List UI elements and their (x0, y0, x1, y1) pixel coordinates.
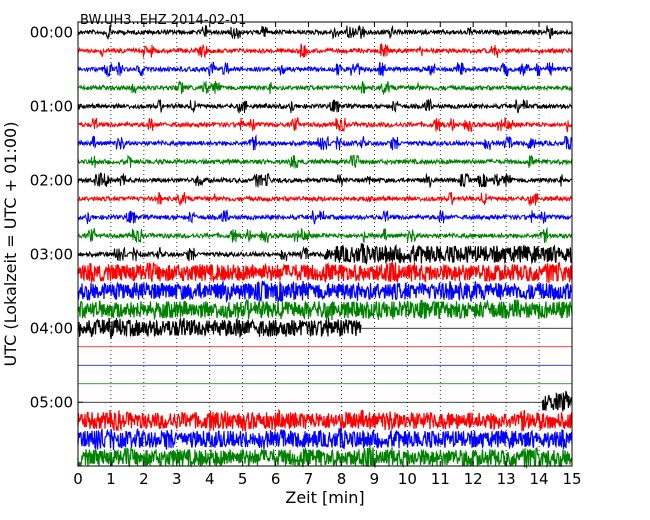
trace-segment (77, 191, 573, 206)
trace-row-0545 (77, 446, 573, 469)
trace-segment (77, 42, 573, 59)
trace-segment (77, 208, 573, 225)
trace-segment (334, 242, 573, 265)
y-axis-label: UTC (Lokalzeit = UTC + 01:00) (1, 122, 20, 367)
trace-segment (77, 154, 573, 169)
trace-row-0315 (77, 261, 573, 284)
trace-segment (77, 226, 573, 244)
x-tick-label: 1 (106, 470, 116, 488)
x-tick-label: 2 (139, 470, 149, 488)
x-tick-label: 3 (172, 470, 182, 488)
traces (77, 24, 573, 469)
trace-segment (77, 261, 573, 284)
trace-segment (77, 427, 573, 450)
y-tick-label: 04:00 (30, 319, 73, 337)
y-tick-label: 01:00 (30, 97, 73, 115)
trace-segment (77, 280, 573, 304)
trace-row-0530 (77, 427, 573, 450)
x-tick-label: 7 (304, 470, 314, 488)
trace-row-0330 (77, 280, 573, 304)
ticks: 0 1 2 3 4 5 6 7 8 9 10 11 12 13 14 1500:0001:0002:0003:… (30, 22, 582, 488)
trace-row-0215 (77, 191, 573, 206)
x-tick-label: 10 (398, 470, 417, 488)
trace-row-0115 (77, 116, 573, 133)
x-axis-label: Zeit [min] (285, 488, 364, 507)
x-tick-label: 6 (271, 470, 281, 488)
trace-row-0245 (77, 226, 573, 244)
trace-segment (77, 116, 573, 133)
trace-segment (77, 298, 573, 321)
x-tick-label: 8 (337, 470, 347, 488)
x-tick-label: 12 (464, 470, 483, 488)
trace-segment (541, 390, 573, 412)
y-tick-label: 00:00 (30, 23, 73, 41)
x-tick-label: 5 (238, 470, 248, 488)
trace-row-0130 (77, 134, 573, 151)
x-tick-label: 14 (530, 470, 549, 488)
trace-row-0100 (77, 97, 573, 114)
chart-title: BW.UH3..EHZ 2014-02-01 (80, 13, 246, 28)
trace-segment (77, 61, 573, 78)
trace-row-0015 (77, 42, 573, 59)
trace-row-0145 (77, 154, 573, 169)
y-tick-label: 05:00 (30, 393, 73, 411)
x-tick-label: 9 (370, 470, 380, 488)
x-tick-label: 13 (497, 470, 516, 488)
x-tick-label: 4 (205, 470, 215, 488)
trace-row-0000 (77, 24, 573, 40)
trace-row-0030 (77, 61, 573, 78)
trace-segment (77, 171, 573, 189)
plot-frame (77, 21, 573, 467)
trace-segment (77, 408, 573, 432)
x-tick-label: 0 (73, 470, 83, 488)
trace-row-0200 (77, 171, 573, 189)
y-tick-label: 02:00 (30, 171, 73, 189)
trace-segment (77, 317, 362, 339)
trace-segment (77, 446, 573, 469)
trace-segment (77, 245, 335, 262)
trace-row-0230 (77, 208, 573, 225)
trace-row-0300 (77, 242, 573, 265)
trace-segment (77, 24, 573, 40)
trace-segment (77, 80, 573, 95)
trace-row-0045 (77, 80, 573, 95)
x-tick-label: 11 (431, 470, 450, 488)
trace-segment (77, 134, 573, 151)
trace-row-0500 (78, 390, 573, 412)
trace-row-0345 (77, 298, 573, 321)
x-tick-label: 15 (562, 470, 581, 488)
trace-segment (77, 97, 573, 114)
trace-row-0400 (77, 317, 572, 339)
trace-row-0515 (77, 408, 573, 432)
y-tick-label: 03:00 (30, 245, 73, 263)
